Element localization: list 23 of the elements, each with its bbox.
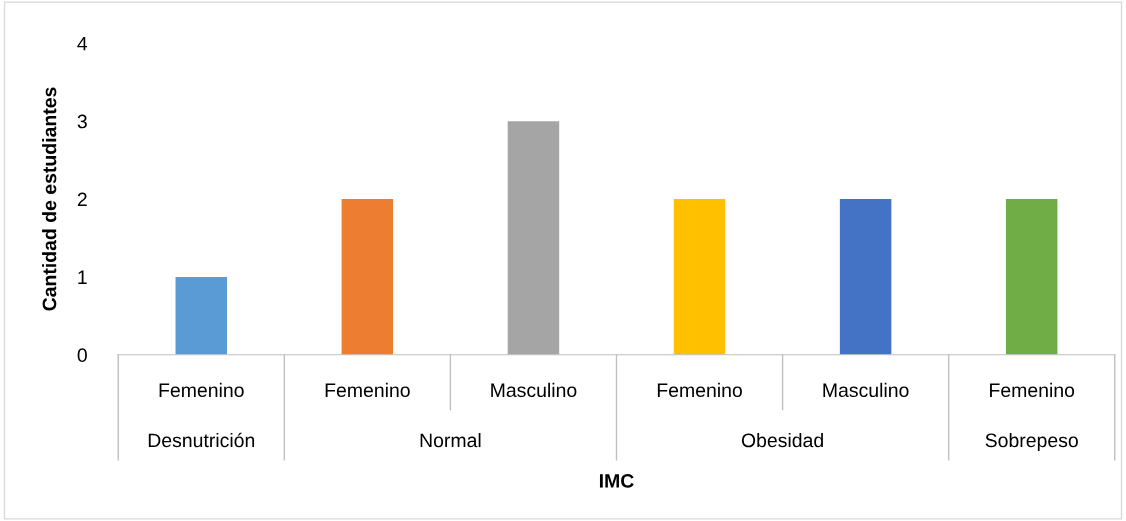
text: Normal xyxy=(420,432,481,448)
bar xyxy=(673,199,726,355)
x-tick-label: Femenino xyxy=(325,382,410,398)
y-tick-label: 0 xyxy=(77,348,87,363)
x-tick-label: Masculino xyxy=(491,382,577,398)
x-tick-label: Femenino xyxy=(990,382,1075,398)
x-tick-label: Femenino xyxy=(159,382,244,398)
text: Sobrepeso xyxy=(985,432,1078,452)
bar xyxy=(839,199,892,355)
text: Obesidad xyxy=(741,432,823,448)
y-tick-label: 2 xyxy=(77,192,87,207)
x-tick-label: Masculino xyxy=(823,382,909,398)
x-axis-title: IMC xyxy=(599,473,634,488)
text: Desnutrición xyxy=(148,432,255,448)
bar xyxy=(341,199,394,355)
x-tick-label: Femenino xyxy=(657,382,742,398)
y-axis-title: Cantidad de estudiantes xyxy=(42,87,57,311)
y-tick-label: 4 xyxy=(77,36,88,51)
y-tick-label: 3 xyxy=(77,114,87,129)
y-tick-label: 1 xyxy=(78,270,87,284)
bar xyxy=(507,121,560,355)
bar xyxy=(1005,199,1058,355)
bar xyxy=(175,276,228,355)
